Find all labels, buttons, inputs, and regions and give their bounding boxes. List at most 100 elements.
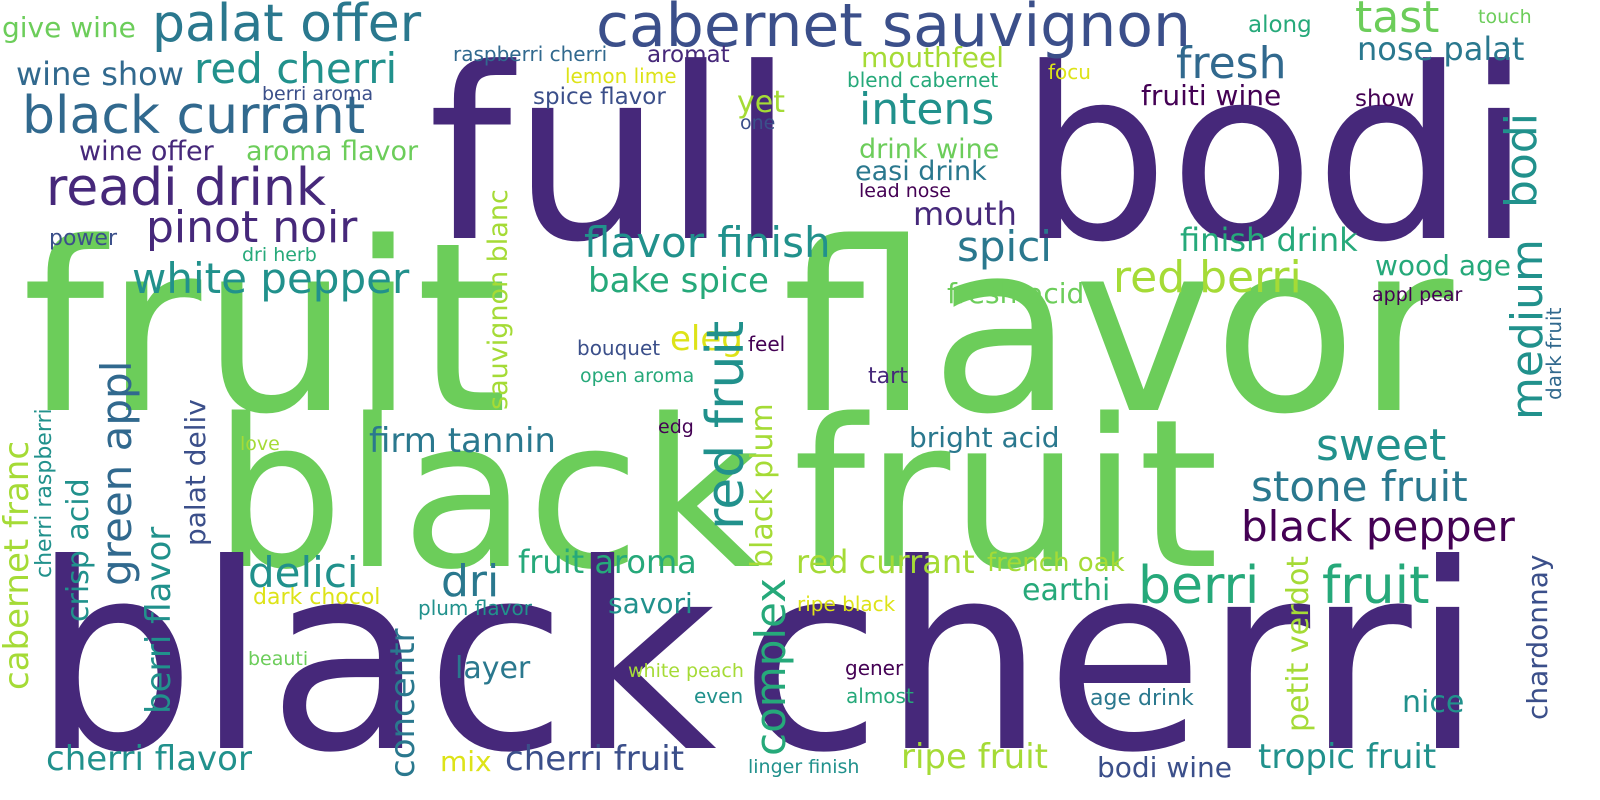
- word-raspberri-cherri: raspberri cherri: [453, 42, 608, 66]
- word-flavor-finish: flavor finish: [584, 218, 831, 267]
- word-white-pepper: white pepper: [132, 254, 410, 303]
- word-cherri-flavor: cherri flavor: [46, 739, 252, 779]
- word-complex: complex: [746, 578, 795, 756]
- word-spice-flavor: spice flavor: [533, 84, 666, 110]
- word-appl-pear: appl pear: [1372, 284, 1463, 306]
- word-linger-finish: linger finish: [748, 756, 860, 778]
- word-drink-wine: drink wine: [859, 134, 1000, 165]
- word-black-purple: black: [32, 509, 717, 800]
- word-nice: nice: [1402, 685, 1465, 720]
- word-feel: feel: [748, 332, 786, 356]
- word-nose-palat: nose palat: [1357, 30, 1525, 68]
- word-wine-offer: wine offer: [79, 136, 214, 167]
- word-aroma-flavor: aroma flavor: [246, 136, 419, 167]
- word-aromat: aromat: [647, 42, 730, 68]
- word-sweet: sweet: [1316, 420, 1447, 471]
- word-tart: tart: [868, 364, 908, 389]
- word-wood-age: wood age: [1375, 249, 1511, 282]
- word-dark-fruit: dark fruit: [1542, 307, 1566, 400]
- word-berri: berri: [1138, 556, 1260, 616]
- word-gener: gener: [845, 656, 904, 680]
- word-fruit-aroma: fruit aroma: [518, 543, 697, 581]
- word-pinot-noir: pinot noir: [146, 202, 358, 253]
- word-sauvignon-blanc: sauvignon blanc: [483, 189, 514, 410]
- word-lemon-lime: lemon lime: [565, 64, 677, 88]
- word-concentr: concentr: [383, 628, 423, 778]
- word-ripe-fruit: ripe fruit: [901, 737, 1049, 777]
- word-red-berri: red berri: [1113, 252, 1302, 303]
- word-palat-offer: palat offer: [152, 0, 422, 54]
- word-layer: layer: [455, 651, 531, 686]
- word-berri-aroma: berri aroma: [262, 83, 374, 105]
- word-delici: delici: [248, 548, 359, 597]
- word-firm-tannin: firm tannin: [369, 421, 556, 461]
- word-palat-deliv: palat deliv: [179, 399, 212, 546]
- word-focu: focu: [1048, 60, 1091, 84]
- word-cherri-fruit: cherri fruit: [505, 739, 685, 779]
- word-power: power: [49, 226, 117, 251]
- word-show: show: [1355, 86, 1415, 112]
- word-black-plum: black plum: [745, 403, 780, 568]
- word-fresh-acid: fresh acid: [947, 277, 1085, 310]
- word-eleg: eleg: [670, 319, 743, 359]
- word-age-drink: age drink: [1090, 686, 1194, 711]
- word-bouquet: bouquet: [577, 336, 661, 360]
- word-even: even: [694, 684, 744, 708]
- word-crisp-acid: crisp acid: [61, 478, 96, 622]
- word-french-oak: french oak: [987, 548, 1125, 578]
- word-white-peach: white peach: [628, 660, 744, 682]
- word-petit-verdot: petit verdot: [1281, 555, 1316, 732]
- word-yet: yet: [737, 85, 785, 120]
- word-spici: spici: [957, 222, 1052, 271]
- word-love: love: [240, 433, 280, 455]
- word-readi-drink: readi drink: [46, 158, 326, 218]
- word-bodi-wine: bodi wine: [1097, 751, 1233, 784]
- word-cabernet-franc: cabernet franc: [0, 440, 37, 690]
- word-ripe-black: ripe black: [797, 592, 896, 616]
- word-fresh: fresh: [1176, 38, 1287, 89]
- word-black-pepper: black pepper: [1241, 502, 1515, 551]
- word-cherri-raspberri: cherri raspberri: [32, 408, 57, 578]
- word-along: along: [1248, 12, 1312, 38]
- word-flavor: flavor: [782, 193, 1454, 466]
- word-fruiti-wine: fruiti wine: [1141, 79, 1282, 112]
- word-edg: edg: [658, 416, 694, 438]
- word-cherri: cherri: [740, 509, 1484, 800]
- word-fruit-medium: fruit: [1322, 556, 1430, 616]
- word-one: one: [740, 112, 776, 134]
- word-black-currant: black currant: [22, 86, 366, 146]
- word-cabernet-sauvignon: cabernet sauvignon: [596, 0, 1191, 61]
- word-bodi: bodi: [1018, 18, 1532, 295]
- word-full: full: [428, 18, 795, 295]
- word-bright-acid: bright acid: [909, 421, 1060, 454]
- word-open-aroma: open aroma: [580, 365, 695, 387]
- word-dri: dri: [441, 556, 500, 607]
- word-chardonnay: chardonnay: [1521, 554, 1554, 720]
- word-almost: almost: [846, 684, 914, 708]
- word-tast: tast: [1355, 0, 1440, 43]
- word-bodi-vertical: bodi: [1496, 112, 1547, 208]
- word-mix: mix: [440, 745, 492, 778]
- word-intens: intens: [859, 84, 995, 135]
- word-plum-flavor: plum flavor: [418, 596, 532, 620]
- word-red-cherri: red cherri: [194, 44, 398, 93]
- word-black-green: black: [213, 375, 760, 615]
- word-fruit-large: fruit: [22, 193, 508, 466]
- word-green-appl: green appl: [92, 360, 141, 586]
- word-bake-spice: bake spice: [588, 261, 769, 301]
- word-blend-cabernet: blend cabernet: [847, 68, 999, 92]
- word-tropic-fruit: tropic fruit: [1258, 737, 1437, 777]
- word-mouthfeel: mouthfeel: [861, 41, 1004, 74]
- word-fruit-green: fruit: [793, 375, 1219, 615]
- word-red-currant: red currant: [796, 543, 975, 581]
- word-beauti: beauti: [248, 648, 309, 670]
- word-stone-fruit: stone fruit: [1251, 462, 1468, 511]
- word-touch: touch: [1478, 6, 1532, 28]
- word-lead-nose: lead nose: [859, 180, 951, 202]
- word-mouth: mouth: [913, 195, 1017, 233]
- word-berri-flavor: berri flavor: [139, 526, 179, 714]
- word-earthi: earthi: [1022, 573, 1111, 608]
- word-dark-chocol: dark chocol: [253, 585, 381, 610]
- word-wine-show: wine show: [16, 55, 184, 93]
